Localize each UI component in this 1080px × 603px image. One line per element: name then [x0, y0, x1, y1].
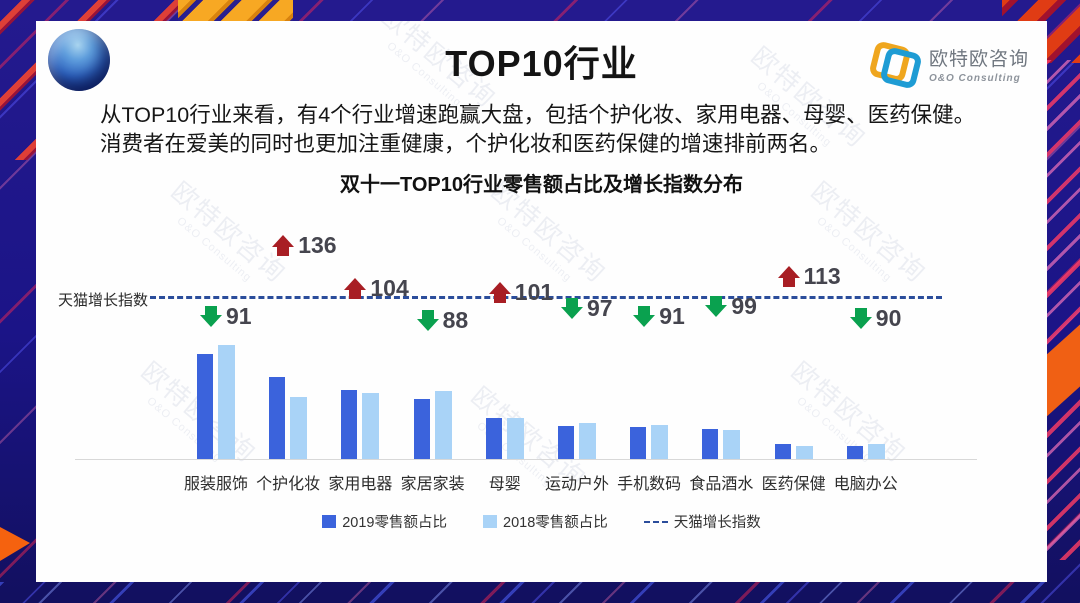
- legend-swatch-2019: [322, 515, 337, 528]
- growth-indicator: 99: [705, 292, 757, 319]
- down-arrow-icon: [705, 295, 728, 317]
- x-axis-label: 服装服饰: [183, 476, 248, 493]
- growth-indicator: 136: [272, 231, 337, 258]
- bar-2019: [485, 418, 502, 459]
- legend-label-2019: 2019零售额占比: [342, 515, 447, 531]
- page-title: TOP10行业: [445, 43, 638, 84]
- up-arrow-icon: [272, 234, 295, 256]
- decor-top-orange-stripes: [178, 0, 293, 22]
- growth-index-value: 101: [514, 279, 554, 306]
- bar-2019: [197, 354, 213, 459]
- growth-index-value: 113: [803, 262, 841, 289]
- legend-item-2019: 2019零售额占比: [322, 511, 447, 532]
- up-arrow-icon: [344, 278, 367, 300]
- down-arrow-icon: [849, 307, 872, 329]
- growth-index-value: 91: [659, 303, 685, 330]
- decor-right-stripes: [1046, 60, 1080, 560]
- bar-2018: [362, 393, 380, 459]
- down-arrow-icon: [416, 310, 439, 332]
- chart-title: 双十一TOP10行业零售额占比及增长指数分布: [340, 174, 743, 196]
- content-card: 欧特欧咨询 O&O Consulting 欧特欧咨询 O&O Consulting 欧特…: [36, 21, 1047, 582]
- bar-2018: [434, 391, 452, 459]
- bar-2019: [702, 429, 719, 459]
- bar-2019: [774, 444, 791, 459]
- bar-2019: [413, 399, 430, 459]
- growth-indicator: 91: [200, 303, 252, 330]
- bar-2018: [723, 430, 741, 459]
- bar-2018: [506, 418, 524, 459]
- x-axis-label: 家用电器: [328, 476, 393, 493]
- down-arrow-icon: [200, 306, 222, 328]
- legend-label-2018: 2018零售额占比: [503, 515, 608, 531]
- growth-index-value: 99: [731, 292, 757, 319]
- legend-item-growth-index: 天猫增长指数: [643, 511, 761, 532]
- x-axis-label: 食品酒水: [689, 476, 754, 493]
- bar-2018: [651, 425, 669, 459]
- growth-index-value: 90: [875, 304, 902, 331]
- bar-2019: [846, 446, 863, 459]
- chart-legend: 2019零售额占比 2018零售额占比 天猫增长指数: [36, 511, 1047, 532]
- growth-index-value: 88: [442, 307, 469, 334]
- up-arrow-icon: [777, 265, 800, 287]
- growth-index-value: 136: [298, 231, 337, 258]
- growth-index-line: [150, 296, 942, 299]
- x-axis-label: 家居家装: [400, 476, 465, 493]
- x-axis-line: [75, 459, 977, 460]
- bar-2018: [867, 444, 885, 459]
- growth-indicator: 101: [488, 279, 554, 306]
- up-arrow-icon: [488, 282, 511, 304]
- legend-label-growth-index: 天猫增长指数: [673, 515, 761, 531]
- logo-text: 欧特欧咨询 O&O Consulting: [929, 44, 1029, 84]
- down-arrow-icon: [633, 306, 656, 328]
- logo-name: 欧特欧咨询: [928, 49, 1029, 70]
- x-axis-label: 手机数码: [617, 476, 682, 493]
- bar-2018: [290, 397, 308, 459]
- growth-indicator: 97: [561, 295, 613, 322]
- growth-index-value: 97: [587, 295, 613, 322]
- chart-area: 天猫增长指数 服装服饰 91 个护化妆 136 家用电器 104 家居家装 88 母婴 101 运动户…: [36, 193, 1047, 563]
- description-text: 从TOP10行业来看，有4个行业增速跑赢大盘，包括个护化妆、家用电器、母婴、医药…: [100, 103, 976, 156]
- bar-2019: [269, 377, 286, 459]
- x-axis-label: 电脑办公: [833, 476, 898, 493]
- growth-index-value: 91: [226, 303, 252, 330]
- growth-indicator: 113: [777, 262, 841, 289]
- bar-2019: [341, 390, 358, 459]
- bar-2018: [795, 446, 813, 459]
- globe-icon: [48, 29, 110, 91]
- decor-bottom-left-orange-wedge: [0, 527, 30, 561]
- bar-2019: [558, 426, 574, 459]
- x-axis-label: 母婴: [488, 476, 521, 493]
- logo-blue-square: [879, 46, 923, 90]
- growth-indicator: 90: [849, 304, 902, 331]
- legend-swatch-2018: [483, 515, 497, 528]
- growth-indicator: 91: [633, 303, 685, 330]
- logo: 欧特欧咨询 O&O Consulting: [868, 40, 1029, 90]
- bar-2019: [630, 427, 647, 459]
- legend-dash-sample: [643, 520, 668, 523]
- legend-item-2018: 2018零售额占比: [483, 511, 608, 532]
- x-axis-label: 个护化妆: [256, 476, 321, 493]
- decor-bottom-stripes: [0, 582, 1080, 603]
- growth-index-value: 104: [370, 275, 409, 302]
- x-axis-label: 运动户外: [544, 476, 609, 493]
- down-arrow-icon: [561, 298, 583, 320]
- logo-subtitle: O&O Consulting: [928, 73, 1021, 84]
- bar-2018: [579, 423, 596, 459]
- growth-index-axis-label: 天猫增长指数: [58, 292, 149, 309]
- growth-indicator: 88: [416, 307, 469, 334]
- bar-2018: [218, 345, 235, 459]
- growth-indicator: 104: [344, 275, 409, 302]
- x-axis-label: 医药保健: [761, 476, 826, 493]
- logo-icon: [868, 40, 923, 90]
